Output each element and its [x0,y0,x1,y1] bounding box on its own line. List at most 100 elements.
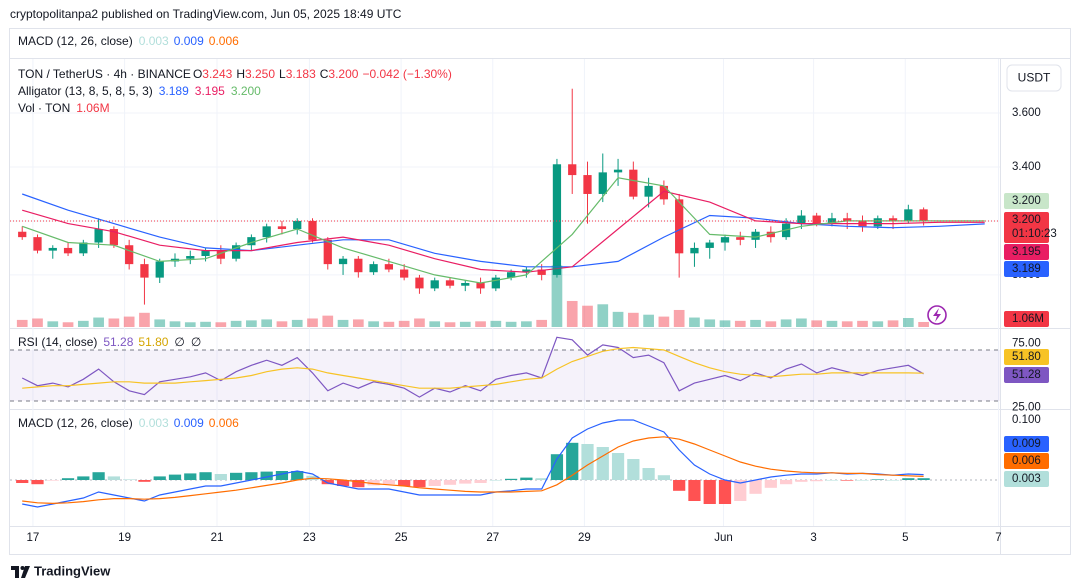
candle-body [308,220,317,240]
candle-body [277,226,287,230]
histogram-bar [520,477,533,481]
candle-body [598,172,607,194]
alligator-line [22,177,985,284]
price-label: 51.28 [1012,369,1041,381]
legend-value: 0.006 [209,34,239,48]
macd-line [22,436,924,505]
candle-body [827,218,837,224]
volume-bar [200,321,211,327]
volume-bar [154,319,166,327]
candle-body [736,237,745,240]
histogram-bar [780,480,793,485]
candle-body [919,209,928,221]
volume-bar [811,320,823,327]
legend-title: RSI (14, close) [18,335,97,349]
volume-bar [490,320,502,327]
legend-key: C [320,67,329,81]
candle-body [659,185,669,200]
candle-body [415,277,424,289]
legend-value: 0.003 [139,34,169,48]
volume-bar [719,320,731,327]
histogram-bar [459,480,472,484]
volume-bar [536,319,548,327]
histogram-bar [428,480,441,487]
histogram-bar [46,480,59,481]
legend-value: 3.250 [245,67,275,81]
price-label: 3.189 [1012,263,1041,275]
x-tick-label: 19 [118,532,131,544]
histogram-bar [199,472,212,481]
price-label: 0.006 [1012,455,1041,467]
histogram-bar [92,472,105,481]
candle-body [140,264,149,278]
rsi-band [10,350,1000,401]
legend-title: MACD (12, 26, close) [18,34,133,48]
rsi-line [22,346,924,389]
volume-bar [857,320,868,327]
currency-button[interactable] [1006,64,1062,92]
y-tick-label: 25.00 [1012,401,1041,413]
volume-bar [108,318,120,327]
volume-bar [276,321,288,327]
candle-body [48,247,57,251]
volume-bar [796,318,807,327]
candle-body [293,220,302,230]
candle-body [629,169,638,197]
legend-title: Alligator (13, 8, 5, 8, 5, 3) [18,84,153,98]
histogram-bar [657,475,670,481]
candle-body [843,218,852,221]
candle-body [186,256,195,259]
volume-bar [780,319,792,327]
histogram-bar [886,480,900,481]
legend-key: L [279,67,286,81]
price-label-box [1004,244,1049,260]
candle-body [537,269,546,275]
price-label-box [1004,367,1049,383]
candle-body [400,269,409,278]
histogram-bar [703,480,716,505]
legend-value: 3.183 [286,67,316,81]
volume-bar [246,320,257,327]
legend-value: 0.009 [174,416,204,430]
currency-label[interactable]: USDT [1018,71,1051,85]
alert-icon[interactable] [927,305,947,325]
legend: TON / TetherUS · 4h · BINANCE O3.243 H3.25… [18,67,452,81]
histogram-bar [871,479,884,481]
histogram-bar [352,480,365,488]
volume-bar [414,318,425,327]
histogram-bar [336,480,350,487]
price-label: 1.06M [1012,313,1044,325]
histogram-bar [16,480,29,484]
candle-body [583,175,592,194]
histogram-bar [749,480,762,494]
price-label-box [1004,436,1049,452]
price-label: 51.80 [1012,351,1041,363]
volume-bar [123,316,135,327]
legend-value: 0.009 [174,34,204,48]
alert-bolt[interactable] [933,308,941,322]
candle-body [568,164,577,176]
candle-body [201,250,210,257]
histogram-bar [795,480,808,482]
legend: RSI (14, close) 51.28 51.80 ∅ ∅ [18,335,201,349]
histogram-bar [260,471,273,481]
volume-bar [184,322,196,327]
candle-body [705,242,714,248]
volume-bar [918,321,929,327]
legend-value: 0.006 [209,416,239,430]
legend: MACD (12, 26, close) 0.003 0.009 0.006 [18,34,239,48]
volume-bar [612,311,624,327]
volume-bar [93,317,104,327]
candle-body [369,264,378,273]
x-tick-label: Jun [714,532,733,544]
legend-value: 3.243 [202,67,232,81]
histogram-bar [321,480,334,485]
logo-part [11,566,19,578]
volume-bar [627,312,639,327]
alligator-line [22,193,985,268]
volume-bar [47,321,59,327]
price-label: 3.200 [1012,214,1041,226]
candle-body [323,239,332,265]
legend-title: MACD (12, 26, close) [18,416,133,430]
